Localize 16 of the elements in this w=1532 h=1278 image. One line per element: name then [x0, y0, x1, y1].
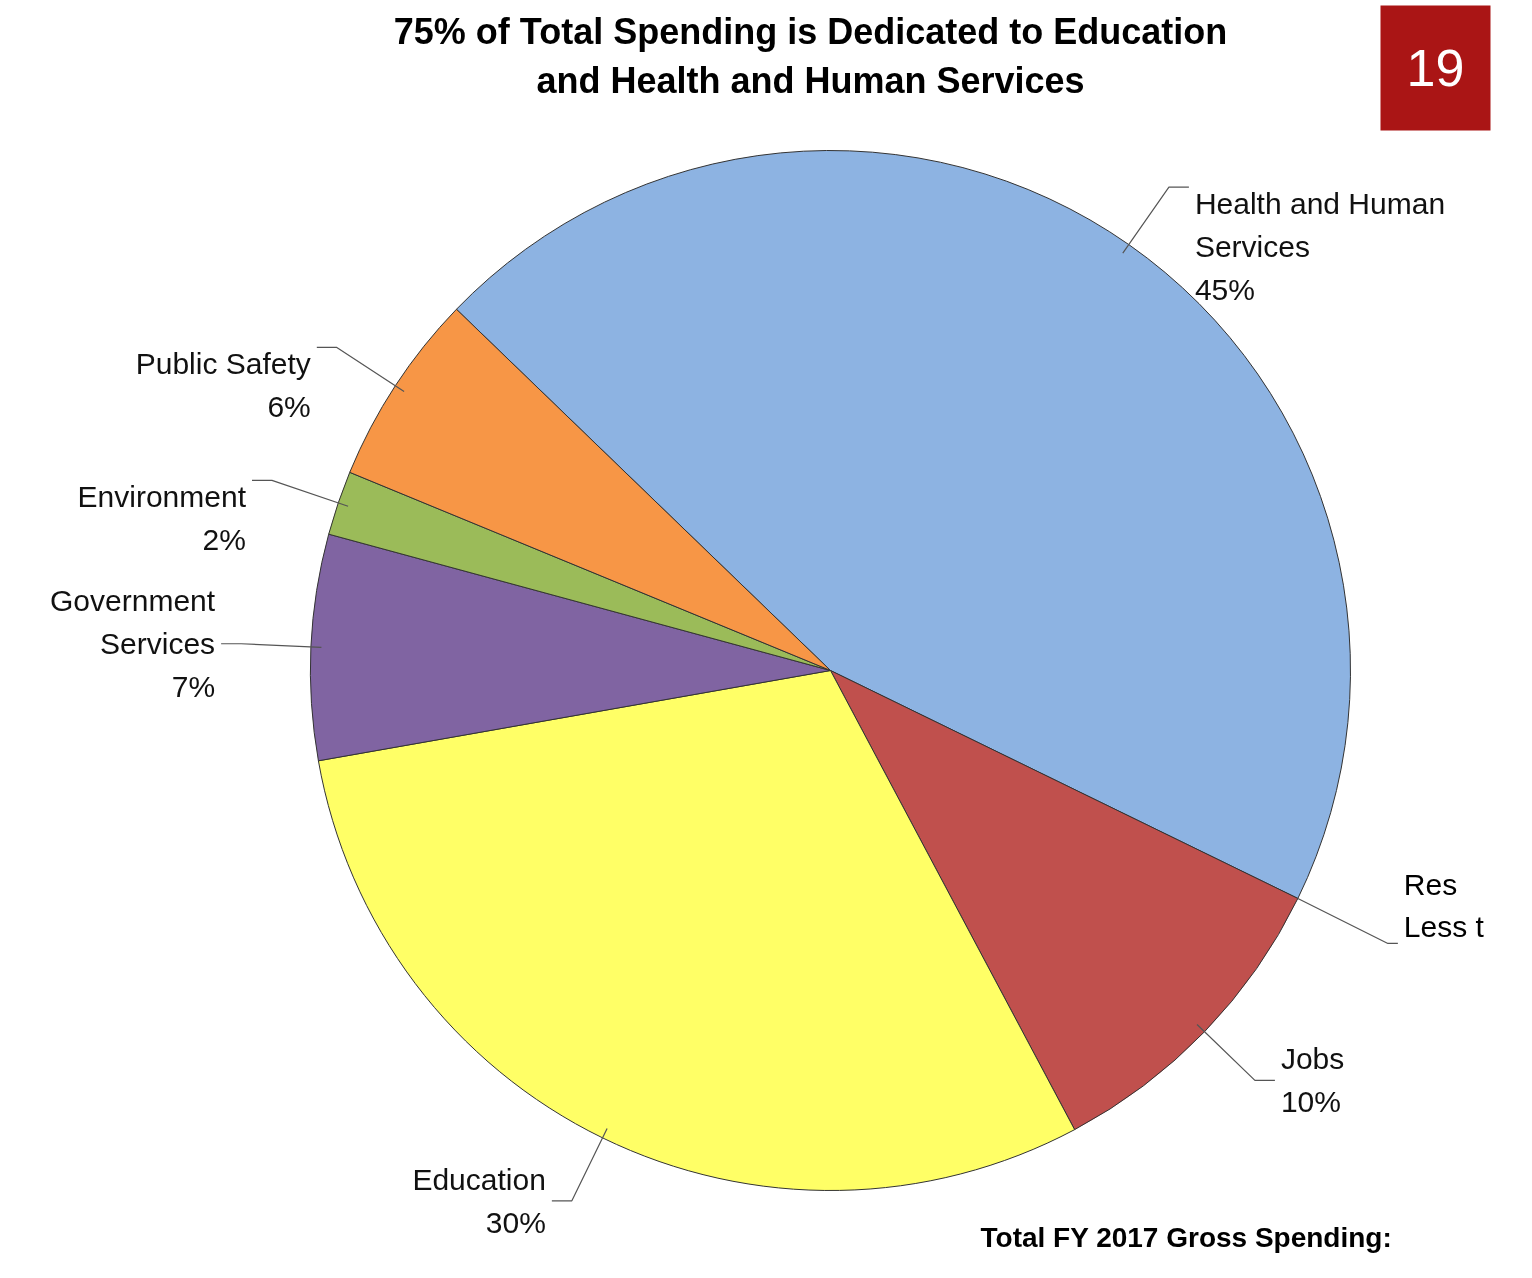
data-label: 10%: [1280, 1085, 1341, 1119]
slice-label: Government Services: [50, 584, 216, 661]
chart-title: 75% of Total Spending is Dedicated to Education and Health and Human Services: [393, 10, 1228, 101]
slice-label: Jobs: [1280, 1042, 1345, 1076]
slice-label: Environment: [77, 480, 247, 514]
text: Total FY 2017 Gross Spending:: [980, 1221, 1392, 1253]
data-label: 2%: [202, 523, 246, 557]
slice-label: Public Safety: [135, 347, 311, 381]
text: Res Less t: [1403, 867, 1485, 944]
slice-label: Education: [412, 1162, 546, 1196]
data-label: 45%: [1194, 273, 1255, 306]
data-label: 7%: [171, 670, 216, 704]
data-label: 6%: [267, 390, 311, 424]
text: 19: [1406, 38, 1465, 97]
data-label: 30%: [485, 1205, 546, 1239]
slice-label: Health and Human Services: [1194, 187, 1446, 264]
